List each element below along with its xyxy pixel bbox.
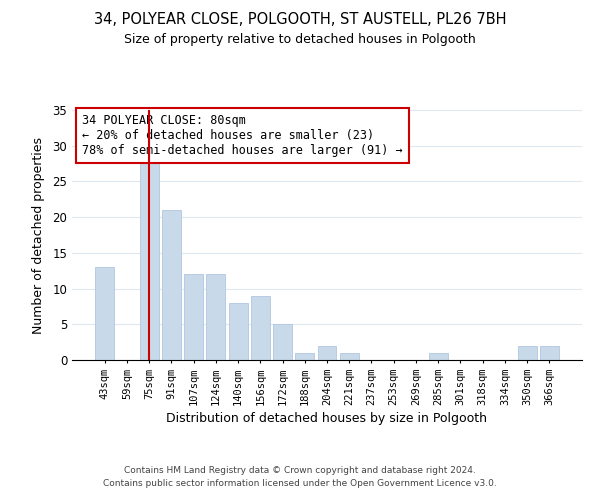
Bar (162, 210, 181, 360)
Bar (184, 274, 203, 360)
Text: 34 POLYEAR CLOSE: 80sqm
← 20% of detached houses are smaller (23)
78% of semi-de: 34 POLYEAR CLOSE: 80sqm ← 20% of detache… (82, 114, 403, 157)
Text: Contains HM Land Registry data © Crown copyright and database right 2024.: Contains HM Land Registry data © Crown c… (124, 466, 476, 475)
Bar (540, 346, 559, 360)
Bar (340, 353, 359, 360)
Bar (429, 353, 448, 360)
Y-axis label: Number of detached properties: Number of detached properties (32, 136, 46, 334)
Bar (518, 346, 536, 360)
Bar (251, 296, 270, 360)
Text: Size of property relative to detached houses in Polgooth: Size of property relative to detached ho… (124, 32, 476, 46)
Text: 34, POLYEAR CLOSE, POLGOOTH, ST AUSTELL, PL26 7BH: 34, POLYEAR CLOSE, POLGOOTH, ST AUSTELL,… (94, 12, 506, 28)
Text: Contains public sector information licensed under the Open Government Licence v3: Contains public sector information licen… (103, 478, 497, 488)
Bar (206, 274, 225, 360)
Bar (317, 346, 337, 360)
Bar (140, 160, 158, 360)
Bar (229, 303, 248, 360)
Bar (95, 267, 114, 360)
Bar (295, 353, 314, 360)
Bar (273, 324, 292, 360)
X-axis label: Distribution of detached houses by size in Polgooth: Distribution of detached houses by size … (167, 412, 487, 425)
